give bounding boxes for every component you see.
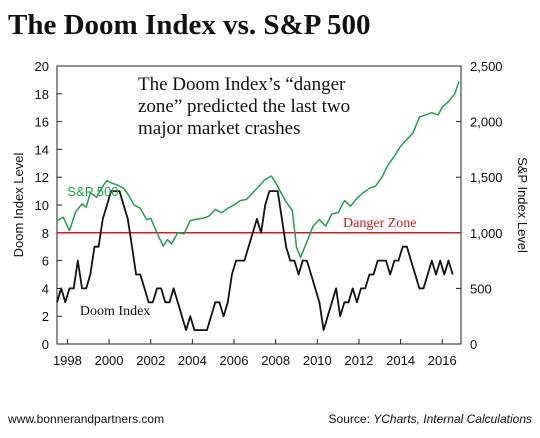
left-tick-label: 4 (42, 281, 49, 296)
x-tick-label: 2006 (220, 353, 249, 368)
left-tick-label: 6 (42, 254, 49, 269)
left-tick-label: 14 (35, 142, 49, 157)
footer-website: www.bonnerandpartners.com (7, 412, 164, 426)
right-tick-label: 1,000 (470, 226, 503, 241)
annotation-line-1: The Doom Index’s “danger (138, 74, 346, 95)
x-tick-label: 2012 (344, 353, 373, 368)
x-tick-label: 2002 (136, 353, 165, 368)
left-tick-label: 2 (42, 309, 49, 324)
x-tick-label: 2000 (95, 353, 124, 368)
right-tick-label: 500 (470, 281, 492, 296)
left-tick-label: 16 (35, 115, 49, 130)
doom-index-line (56, 190, 454, 331)
x-tick-label: 2008 (261, 353, 290, 368)
left-tick-label: 12 (35, 170, 49, 185)
right-axis-label: S&P Index Level (515, 157, 530, 253)
annotation-line-3: major market crashes (138, 118, 300, 139)
chart-title: The Doom Index vs. S&P 500 (8, 9, 371, 41)
footer-source-prefix: Source: (329, 412, 374, 426)
x-tick-label: 2014 (386, 353, 415, 368)
danger-zone-label: Danger Zone (343, 216, 416, 231)
sp500-line (56, 81, 460, 259)
right-axis-ticks: 0 500 1,000 1,500 2,000 2,500 (456, 59, 503, 352)
left-axis-ticks: 0 2 4 6 8 10 12 14 16 18 20 (35, 59, 62, 352)
left-tick-label: 10 (35, 198, 49, 213)
right-tick-label: 2,000 (470, 115, 503, 130)
right-tick-label: 1,500 (470, 170, 503, 185)
left-tick-label: 18 (35, 87, 49, 102)
annotation-line-2: zone” predicted the last two (138, 96, 350, 117)
x-axis-ticks: 1998 2000 2002 2004 2006 2008 2010 2012 2014 2016 (53, 339, 457, 368)
left-tick-label: 20 (35, 59, 49, 74)
right-tick-label: 0 (470, 337, 477, 352)
x-tick-label: 2004 (178, 353, 207, 368)
x-tick-label: 1998 (53, 353, 82, 368)
x-tick-label: 2016 (428, 353, 457, 368)
footer-source-names: YCharts, Internal Calculations (373, 412, 532, 426)
sp500-series-label: S&P 500 (67, 184, 118, 199)
chart-annotation: The Doom Index’s “danger zone” predicted… (138, 74, 355, 139)
right-tick-label: 2,500 (470, 59, 503, 74)
left-tick-label: 0 (42, 337, 49, 352)
doom-index-series-label: Doom Index (80, 304, 150, 319)
footer-source: Source: YCharts, Internal Calculations (329, 412, 532, 426)
left-tick-label: 8 (42, 226, 49, 241)
left-axis-label: Doom Index Level (11, 152, 26, 257)
x-tick-label: 2010 (303, 353, 332, 368)
